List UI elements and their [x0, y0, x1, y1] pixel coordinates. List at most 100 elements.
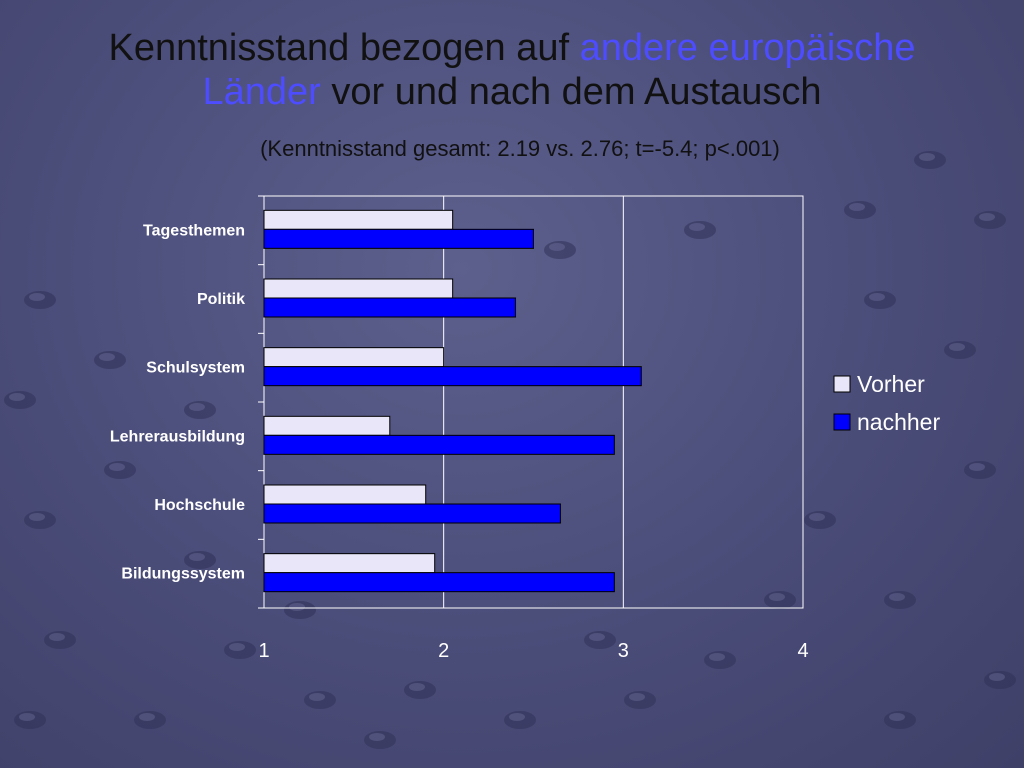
background-dot-highlight [109, 463, 125, 471]
background-dot [134, 711, 166, 729]
background-dot-highlight [409, 683, 425, 691]
background-dot-highlight [99, 353, 115, 361]
x-tick-label: 1 [258, 640, 269, 662]
background-dot-highlight [49, 633, 65, 641]
background-dot-highlight [29, 293, 45, 301]
category-label: Schulsystem [146, 360, 245, 377]
background-dot [544, 241, 576, 259]
background-dot [184, 401, 216, 419]
background-dot [584, 631, 616, 649]
slide-title: Kenntnisstand bezogen auf andere europäi… [0, 26, 1024, 114]
background-dot [864, 291, 896, 309]
x-tick-label: 2 [438, 640, 449, 662]
bar-vorher [263, 415, 391, 436]
background-dot [4, 391, 36, 409]
background-dot [24, 511, 56, 529]
bar-nachher [263, 366, 642, 387]
background-dot [884, 591, 916, 609]
background-dot [404, 681, 436, 699]
bar-nachher [263, 228, 534, 249]
background-dot-highlight [989, 673, 1005, 681]
background-dot [224, 641, 256, 659]
background-dot-highlight [889, 593, 905, 601]
background-dot-highlight [29, 513, 45, 521]
background-dot-highlight [969, 463, 985, 471]
background-dot [804, 511, 836, 529]
x-tick-label: 4 [797, 640, 808, 662]
background-dot-highlight [549, 243, 565, 251]
background-dot [504, 711, 536, 729]
legend-label: nachher [857, 409, 940, 435]
background-dot [764, 591, 796, 609]
background-dot [974, 211, 1006, 229]
background-dot [104, 461, 136, 479]
background-dot-highlight [919, 153, 935, 161]
background-dot-highlight [709, 653, 725, 661]
background-dot-highlight [629, 693, 645, 701]
background-dot-highlight [509, 713, 525, 721]
category-label: Bildungssystem [121, 566, 245, 583]
background-dot [704, 651, 736, 669]
category-label: Hochschule [154, 497, 245, 514]
background-dot [44, 631, 76, 649]
background-dot-highlight [849, 203, 865, 211]
bar-vorher [263, 553, 436, 574]
background-dot [964, 461, 996, 479]
background-dot-highlight [309, 693, 325, 701]
bar-nachher [263, 434, 615, 455]
background-dot [844, 201, 876, 219]
legend-swatch [833, 413, 851, 431]
bar-vorher [263, 484, 427, 505]
background-dot-highlight [289, 603, 305, 611]
title-highlight1: andere europäische [579, 27, 916, 69]
background-dot [914, 151, 946, 169]
category-label: Lehrerausbildung [110, 428, 245, 445]
legend-swatch [833, 375, 851, 393]
background-dot-highlight [189, 403, 205, 411]
title-part2: vor und nach dem Austausch [320, 71, 822, 113]
bar-nachher [263, 503, 561, 524]
background-dot-highlight [229, 643, 245, 651]
x-tick-label: 3 [618, 640, 629, 662]
background-dot [24, 291, 56, 309]
bar-vorher [263, 209, 454, 230]
legend: Vorher nachher [833, 371, 940, 435]
slide-subtitle: (Kenntnisstand gesamt: 2.19 vs. 2.76; t=… [260, 136, 780, 161]
bar-vorher [263, 278, 454, 299]
background-dot-highlight [769, 593, 785, 601]
background-dot [624, 691, 656, 709]
background-dot [184, 551, 216, 569]
bar-vorher [263, 347, 445, 368]
background-dot [884, 711, 916, 729]
legend-label: Vorher [857, 371, 925, 397]
bar-nachher [263, 297, 517, 318]
plot-area [263, 195, 804, 609]
background-dot-highlight [369, 733, 385, 741]
background-dot-highlight [689, 223, 705, 231]
title-highlight2: Länder [202, 71, 321, 113]
category-label: Politik [197, 291, 245, 308]
background-dot [284, 601, 316, 619]
background-dot [684, 221, 716, 239]
background-dot-highlight [589, 633, 605, 641]
background-dot-highlight [869, 293, 885, 301]
background-dot-highlight [949, 343, 965, 351]
background-dot-highlight [809, 513, 825, 521]
background-dot [14, 711, 46, 729]
background-dot [304, 691, 336, 709]
background-dot-highlight [19, 713, 35, 721]
background-dot [364, 731, 396, 749]
background-dot-highlight [979, 213, 995, 221]
title-part1: Kenntnisstand bezogen auf [108, 27, 580, 69]
background-dot [984, 671, 1016, 689]
background-dot-highlight [189, 553, 205, 561]
category-label: Tagesthemen [143, 222, 245, 239]
background-dot [944, 341, 976, 359]
background-dot-highlight [139, 713, 155, 721]
background-dot-highlight [9, 393, 25, 401]
background-dot-highlight [889, 713, 905, 721]
background-dot [94, 351, 126, 369]
bar-nachher [263, 572, 615, 593]
